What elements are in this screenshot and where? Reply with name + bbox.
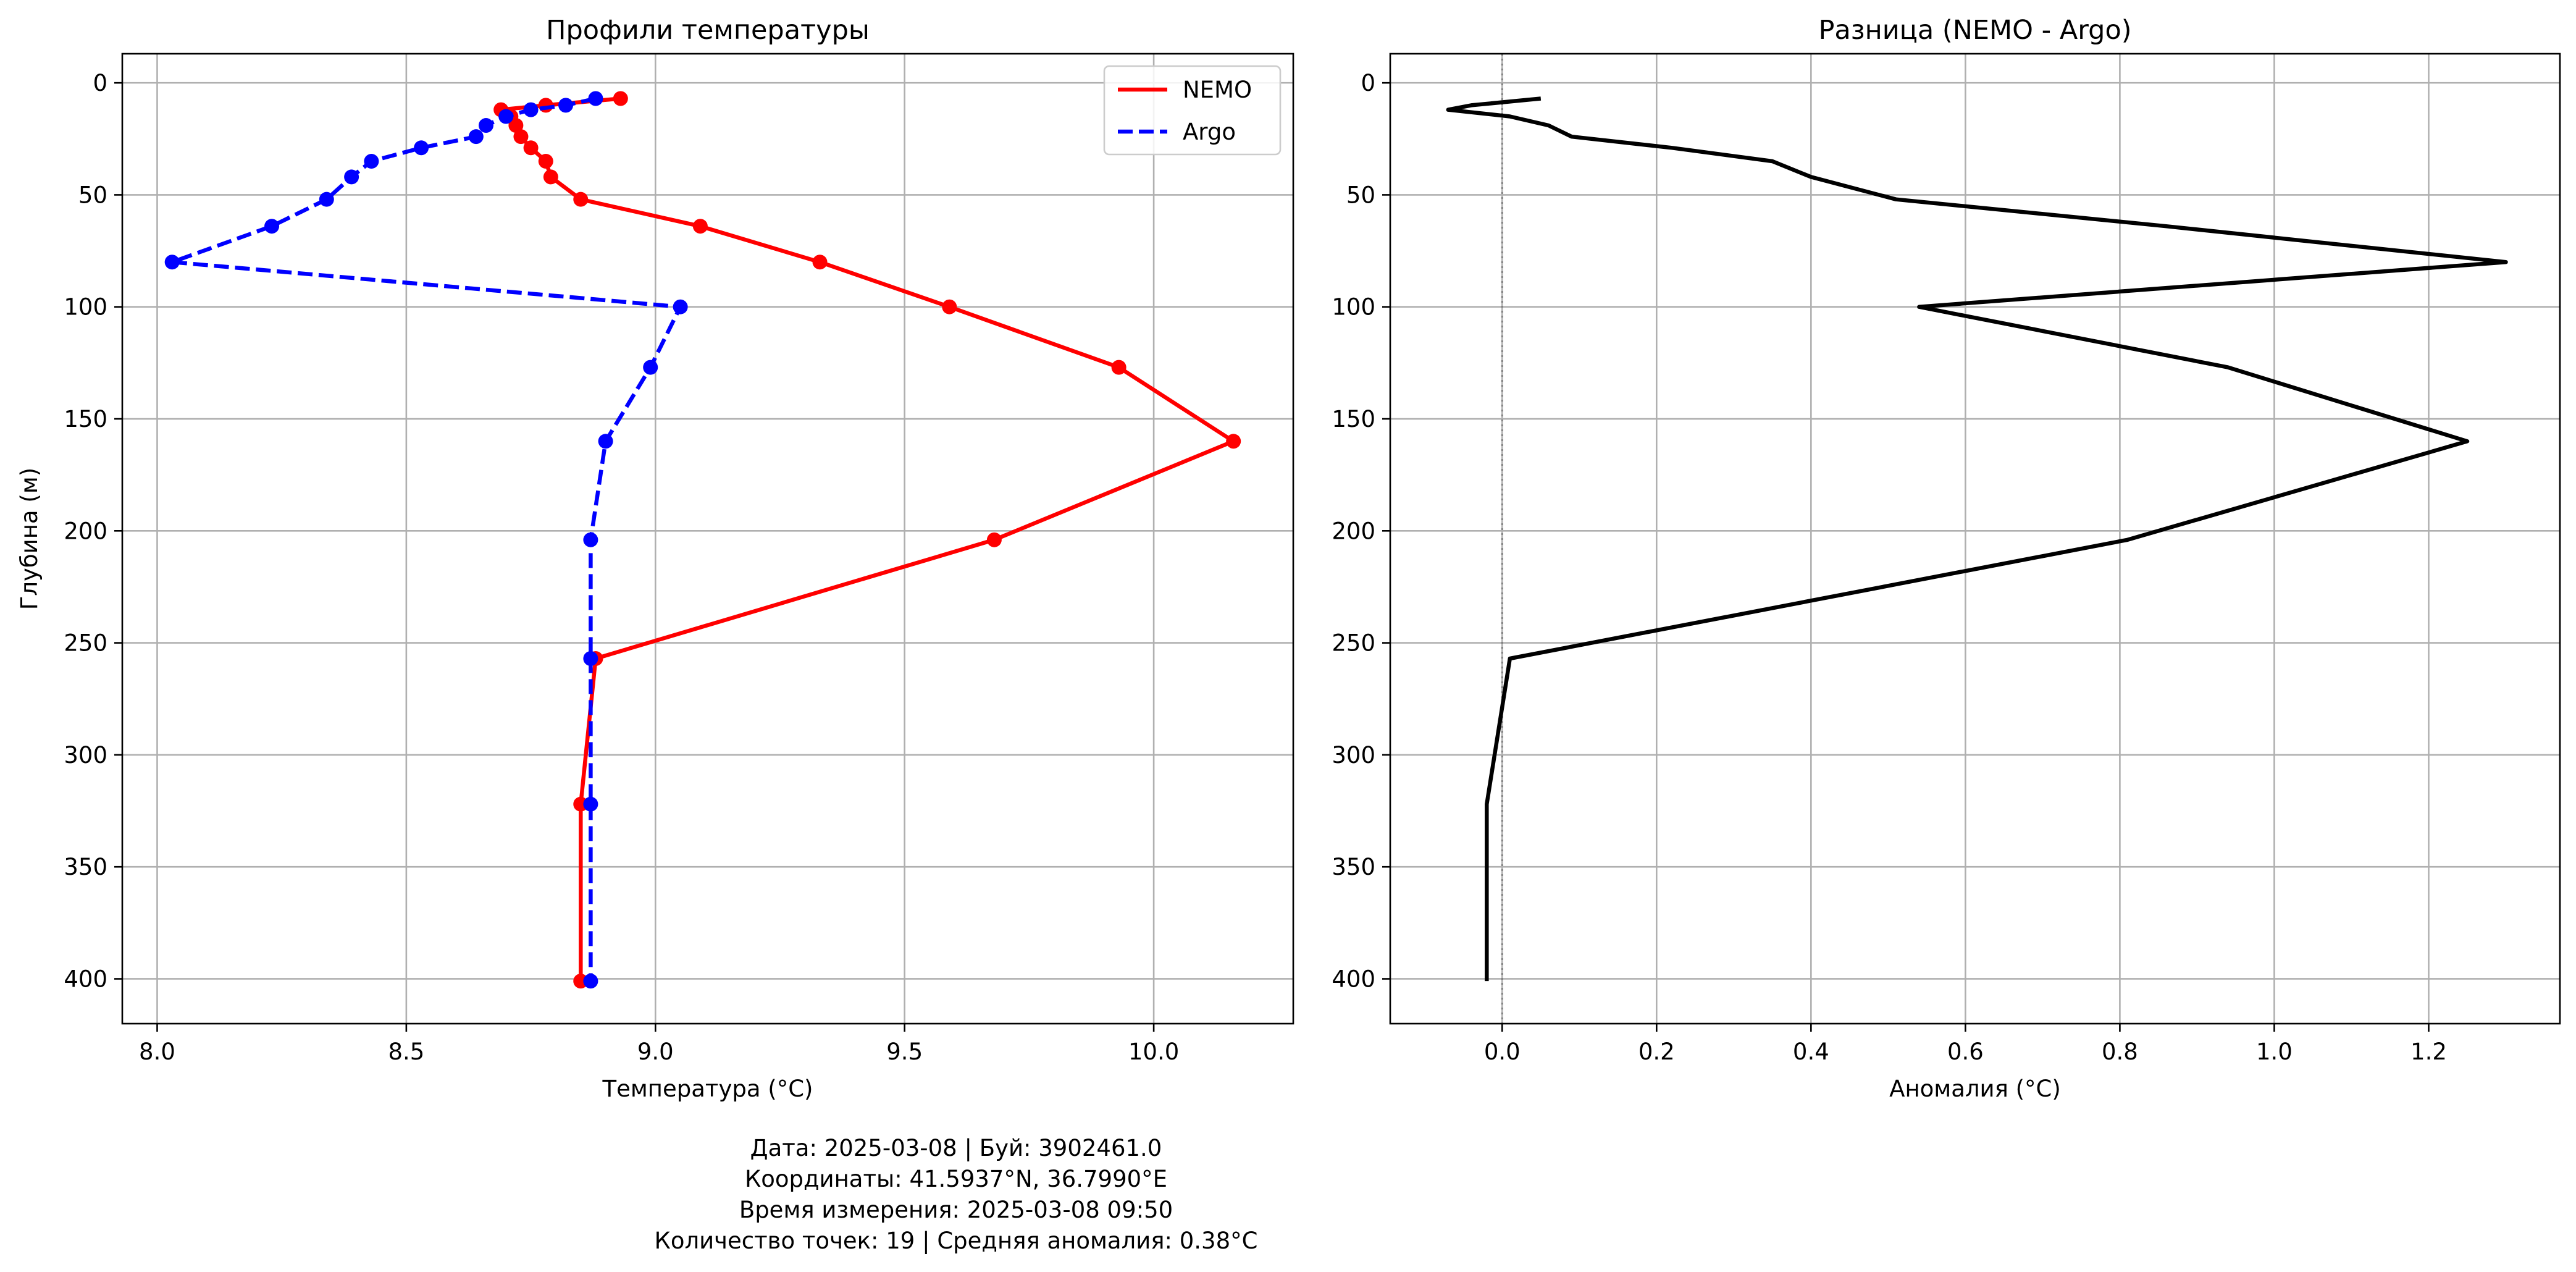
x-tick-label: 10.0 <box>1128 1038 1179 1065</box>
footer-line-date: Дата: 2025-03-08 | Буй: 3902461.0 <box>750 1135 1162 1161</box>
data-point-argo <box>558 98 574 113</box>
data-point-nemo <box>986 532 1002 547</box>
y-axis-label: Глубина (м) <box>16 468 43 610</box>
y-tick-label: 350 <box>1332 854 1375 880</box>
data-point-nemo <box>613 91 628 106</box>
series-line-difference <box>1446 96 2508 982</box>
data-point-argo <box>319 192 334 207</box>
plot-frame <box>1389 53 2561 1025</box>
data-point-argo <box>164 255 180 270</box>
data-point-nemo <box>543 169 558 185</box>
data-point-argo <box>643 360 658 375</box>
data-point-argo <box>523 102 539 117</box>
plot-frame <box>121 53 1294 1025</box>
y-tick-label: 400 <box>64 966 107 992</box>
data-point-nemo <box>508 118 524 133</box>
footer-line-coords: Координаты: 41.5937°N, 36.7990°E <box>745 1166 1167 1192</box>
data-point-argo <box>414 140 429 156</box>
x-tick-label: 9.0 <box>637 1038 674 1065</box>
data-point-argo <box>264 219 280 234</box>
data-point-argo <box>468 129 484 145</box>
y-tick-label: 300 <box>1332 742 1375 769</box>
data-point-nemo <box>812 255 828 270</box>
y-tick-label: 150 <box>64 406 107 432</box>
y-tick-label: 200 <box>64 518 107 544</box>
data-point-nemo <box>692 219 708 234</box>
legend-label-argo: Argo <box>1183 119 1236 145</box>
series-line-nemo <box>498 96 1236 982</box>
data-point-nemo <box>1111 360 1126 375</box>
y-tick-label: 0 <box>1361 70 1375 96</box>
y-tick-label: 250 <box>64 630 107 657</box>
x-axis-label: Аномалия (°C) <box>1889 1076 2061 1102</box>
data-point-nemo <box>538 154 553 169</box>
chart-title: Разница (NEMO - Argo) <box>1818 15 2131 46</box>
data-point-argo <box>364 154 379 169</box>
y-tick-label: 100 <box>64 294 107 321</box>
data-point-argo <box>344 169 359 185</box>
y-tick-label: 150 <box>1332 406 1375 432</box>
data-point-nemo <box>523 140 539 156</box>
legend-label-nemo: NEMO <box>1183 77 1252 103</box>
y-tick-label: 0 <box>93 70 107 96</box>
temperature-profile-panel: 8.0 8.5 9.0 9.5 10.0 0 50 100 150 200 250 300 350 400… <box>16 15 1294 1102</box>
x-tick-label: 0.4 <box>1793 1038 1829 1065</box>
y-tick-label: 200 <box>1332 518 1375 544</box>
y-tick-label: 50 <box>1346 182 1375 208</box>
y-tick-label: 100 <box>1332 294 1375 321</box>
chart-title: Профили температуры <box>546 15 870 46</box>
legend: NEMO Argo <box>1103 65 1282 156</box>
data-point-argo <box>598 434 613 449</box>
x-axis-label: Температура (°C) <box>602 1076 813 1102</box>
data-point-argo <box>583 974 598 989</box>
data-point-nemo <box>1226 434 1241 449</box>
x-tick-label: 9.5 <box>886 1038 923 1065</box>
data-point-argo <box>478 118 493 133</box>
y-tick-label: 350 <box>64 854 107 880</box>
data-point-argo <box>673 299 688 314</box>
data-point-argo <box>498 109 514 124</box>
data-point-nemo <box>942 299 957 314</box>
difference-panel: 0.0 0.2 0.4 0.6 0.8 1.0 1.2 0 50 100 150 200 250 300 3… <box>1332 15 2561 1102</box>
data-point-argo <box>588 91 603 106</box>
x-tick-label: 8.5 <box>388 1038 424 1065</box>
data-point-argo <box>583 651 598 666</box>
x-tick-label: 0.0 <box>1484 1038 1521 1065</box>
x-tick-label: 1.2 <box>2410 1038 2447 1065</box>
x-tick-label: 0.8 <box>2102 1038 2138 1065</box>
data-point-nemo <box>573 192 589 207</box>
x-tick-label: 1.0 <box>2256 1038 2293 1065</box>
data-point-argo <box>583 532 598 547</box>
data-point-nemo <box>513 129 529 145</box>
y-tick-label: 250 <box>1332 630 1375 657</box>
x-tick-label: 8.0 <box>139 1038 175 1065</box>
footer-line-count: Количество точек: 19 | Средняя аномалия:… <box>655 1228 1258 1254</box>
y-tick-label: 400 <box>1332 966 1375 992</box>
data-point-argo <box>583 796 598 812</box>
series-line-argo <box>170 96 682 982</box>
y-tick-label: 300 <box>64 742 107 769</box>
footer-line-time: Время измерения: 2025-03-08 09:50 <box>739 1197 1173 1223</box>
x-tick-label: 0.6 <box>1947 1038 1984 1065</box>
x-tick-label: 0.2 <box>1638 1038 1675 1065</box>
y-tick-label: 50 <box>78 182 107 208</box>
